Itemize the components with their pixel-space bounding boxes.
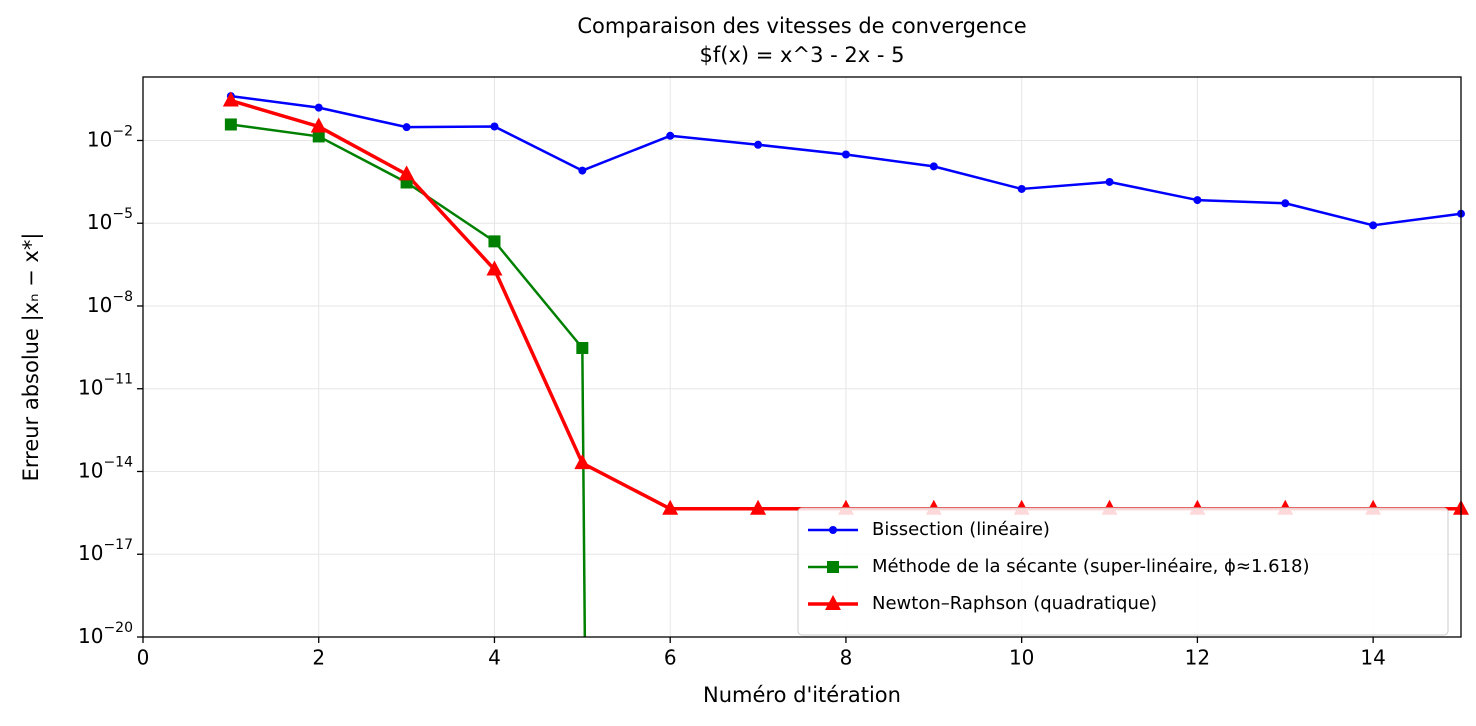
chart-subtitle: $f(x) = x^3 - 2x - 5 <box>700 43 905 67</box>
x-tick-label: 2 <box>312 646 325 670</box>
y-tick-label: 10−17 <box>78 537 133 565</box>
legend-box <box>797 507 1449 636</box>
y-tick-label: 10−14 <box>78 454 133 482</box>
y-tick-label: 10−8 <box>87 289 133 317</box>
x-tick-label: 12 <box>1185 646 1210 670</box>
marker <box>1281 199 1290 208</box>
marker <box>827 561 839 573</box>
legend: Bissection (linéaire) Méthode de la sécan… <box>797 507 1449 636</box>
marker <box>750 499 767 515</box>
marker <box>312 130 325 143</box>
marker <box>1105 177 1114 186</box>
x-tick-label: 10 <box>1009 646 1034 670</box>
marker <box>666 131 675 140</box>
y-tick-label: 10−2 <box>87 123 133 151</box>
marker <box>490 122 499 131</box>
legend-label: Bissection (linéaire) <box>872 519 1050 540</box>
marker <box>662 499 679 515</box>
marker <box>829 526 837 534</box>
chart-title: Comparaison des vitesses de convergence <box>577 14 1026 38</box>
marker <box>224 118 237 131</box>
x-tick-label: 8 <box>840 646 853 670</box>
marker <box>825 595 841 610</box>
marker <box>488 235 501 248</box>
marker <box>1193 196 1202 205</box>
x-tick-label: 6 <box>664 646 677 670</box>
x-axis-label: Numéro d'itération <box>703 683 901 707</box>
marker <box>578 166 587 175</box>
marker <box>929 162 938 171</box>
marker <box>1017 184 1026 193</box>
series-line <box>230 123 587 637</box>
plot-frame <box>142 76 1462 638</box>
marker <box>841 150 850 159</box>
x-tick-label: 0 <box>137 646 150 670</box>
y-axis-label: Erreur absolue |xₙ − x*| <box>19 233 44 482</box>
marker <box>310 117 327 133</box>
marker <box>222 91 239 107</box>
y-tick-label: 10−5 <box>87 206 133 234</box>
legend-label: Newton–Raphson (quadratique) <box>872 593 1157 614</box>
marker <box>576 341 589 354</box>
marker <box>574 454 591 470</box>
marker <box>754 140 763 149</box>
y-tick-label: 10−11 <box>78 372 133 400</box>
marker <box>314 103 323 112</box>
y-tick-label: 10−20 <box>78 620 133 648</box>
marker <box>1369 221 1378 230</box>
x-tick-label: 4 <box>488 646 501 670</box>
marker <box>486 260 503 276</box>
marker <box>402 123 411 132</box>
legend-label: Méthode de la sécante (super-linéaire, ϕ… <box>872 556 1310 577</box>
x-tick-label: 14 <box>1360 646 1385 670</box>
marker <box>398 165 415 181</box>
axes: 0 2 4 6 8 10 12 14 10−2 10−5 10−8 10−11 10−14 10−17 10… <box>78 123 1386 669</box>
